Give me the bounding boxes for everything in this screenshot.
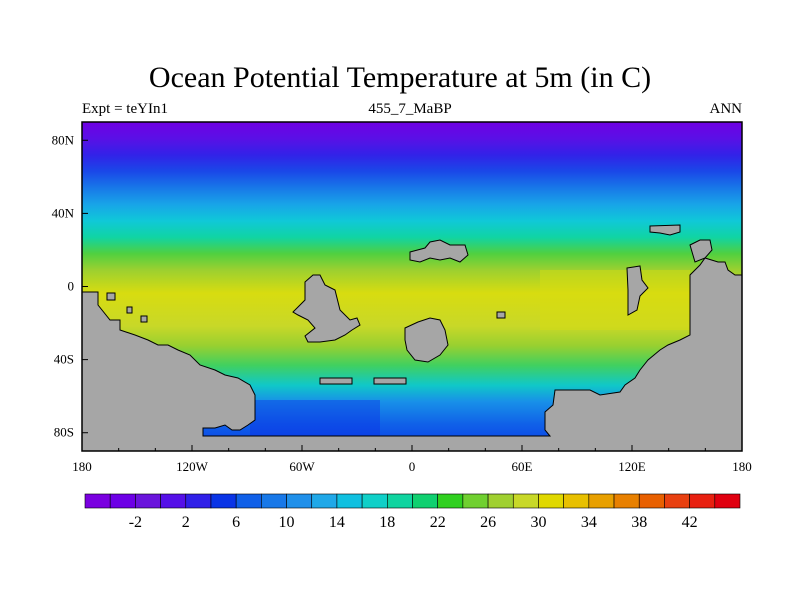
x-tick-label: 180	[72, 459, 92, 474]
x-tick-label: 0	[409, 459, 416, 474]
land-small-islet-b	[140, 315, 148, 323]
colorbar-box	[689, 493, 716, 509]
colorbar-box	[664, 493, 690, 509]
y-tick-label: 0	[68, 279, 75, 294]
y-tick-label: 80N	[52, 132, 75, 147]
ocean-field-cold-pool	[250, 400, 380, 440]
colorbar-box	[361, 493, 388, 509]
colorbar-label: 42	[682, 514, 698, 531]
land-northern-island	[409, 239, 469, 263]
colorbar-label: 30	[530, 514, 546, 531]
colorbar-label: 38	[631, 514, 647, 531]
colorbar-box	[387, 493, 413, 509]
colorbar-box	[588, 493, 615, 509]
x-axis-ticks	[81, 445, 743, 451]
y-tick-label: 40N	[52, 205, 75, 220]
land-western-continent	[81, 257, 743, 452]
colorbar-label: 34	[581, 514, 597, 531]
land-southern-island	[404, 317, 449, 363]
ocean-field-warm-pool	[540, 270, 690, 330]
colorbar-label: 6	[232, 514, 240, 531]
colorbar-box	[638, 493, 665, 509]
x-tick-label: 60E	[512, 459, 533, 474]
colorbar-box	[412, 493, 438, 509]
map-title: Ocean Potential Temperature at 5m (in C)	[148, 61, 652, 94]
x-tick-label: 120W	[176, 459, 209, 474]
x-tick-label: 120E	[618, 459, 646, 474]
colorbar-box	[210, 493, 237, 509]
land-central-continent	[292, 274, 361, 343]
colorbar-label: -2	[129, 514, 142, 531]
land-arctic-strip-b	[373, 377, 407, 385]
colorbar-label: 22	[430, 514, 446, 531]
colorbar-label: 26	[480, 514, 496, 531]
colorbar-box	[714, 493, 741, 509]
y-tick-label: 80S	[54, 425, 74, 440]
colorbar-box	[286, 493, 313, 509]
season-label: ANN	[709, 101, 743, 117]
y-tick-label: 40S	[54, 352, 74, 367]
land-arctic-strip-a	[319, 377, 353, 385]
colorbar-box	[109, 493, 136, 509]
land-northeast-peninsula	[689, 239, 713, 263]
colorbar: -2 2 6 10 14 18 22 26 30 34 38 42	[84, 493, 741, 531]
colorbar-box	[563, 493, 590, 509]
colorbar-box	[512, 493, 539, 509]
land-masses	[81, 224, 743, 452]
colorbar-label: 2	[182, 514, 190, 531]
experiment-label: Expt = teYIn1	[82, 101, 168, 117]
x-tick-label: 60W	[289, 459, 315, 474]
colorbar-box	[437, 493, 464, 509]
colorbar-box	[487, 493, 514, 509]
colorbar-label: 10	[279, 514, 295, 531]
colorbar-box	[235, 493, 262, 509]
land-eastern-peninsula	[626, 265, 649, 316]
colorbar-box	[538, 493, 564, 509]
land-small-islet-a	[126, 306, 133, 314]
land-islet-c	[496, 311, 506, 319]
colorbar-box	[135, 493, 161, 509]
colorbar-box	[185, 493, 212, 509]
colorbar-box	[160, 493, 187, 509]
x-tick-label: 180	[732, 459, 752, 474]
colorbar-label: 18	[379, 514, 395, 531]
colorbar-box	[336, 493, 363, 509]
y-axis-ticks	[82, 139, 88, 434]
colorbar-box	[311, 493, 338, 509]
colorbar-box	[613, 493, 640, 509]
colorbar-box	[261, 493, 287, 509]
land-northeast-island	[649, 224, 681, 236]
land-pacific-island	[106, 292, 116, 301]
age-label: 455_7_MaBP	[368, 101, 452, 117]
colorbar-box	[84, 493, 111, 509]
colorbar-box	[462, 493, 489, 509]
colorbar-label: 14	[329, 514, 345, 531]
